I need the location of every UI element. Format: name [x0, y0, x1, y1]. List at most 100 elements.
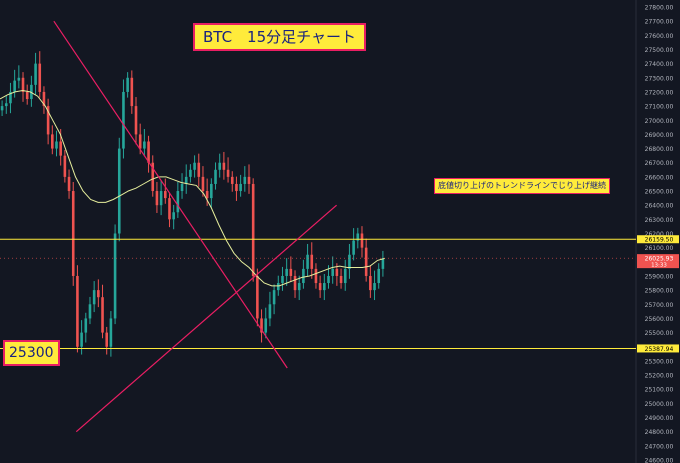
price-tick-label: 25300.00 — [645, 358, 674, 365]
candle-body — [0, 106, 4, 111]
moving-average-line — [0, 89, 386, 287]
candle-body — [306, 254, 309, 269]
price-tick-label: 25600.00 — [645, 316, 674, 323]
candle-body — [168, 198, 171, 220]
price-tick-label: 26700.00 — [645, 160, 674, 167]
price-tick-label: 25000.00 — [645, 401, 674, 408]
price-tick-label: 25500.00 — [645, 330, 674, 337]
candle-body — [256, 275, 259, 319]
price-tick-label: 26800.00 — [645, 146, 674, 153]
candle-body — [352, 240, 355, 255]
candle-body — [268, 304, 272, 319]
candle-body — [113, 233, 117, 319]
price-tick-label: 27600.00 — [645, 33, 674, 40]
candle-body — [264, 318, 268, 333]
price-tick-label: 24800.00 — [645, 429, 674, 436]
candle-body — [247, 176, 251, 184]
price-tag-box — [637, 254, 679, 269]
candle-body — [318, 283, 322, 291]
price-candles — [0, 51, 385, 357]
candle-body — [348, 254, 351, 269]
price-tick-label: 27000.00 — [645, 118, 674, 125]
candle-body — [147, 141, 150, 163]
candle-body — [302, 268, 305, 284]
candle-body — [243, 176, 247, 184]
price-tick-label: 26400.00 — [645, 203, 674, 210]
price-tick-label: 27400.00 — [645, 61, 674, 68]
candle-body — [42, 91, 46, 107]
price-tick-label: 27100.00 — [645, 104, 674, 111]
candle-body — [184, 176, 188, 184]
candle-body — [314, 268, 318, 284]
candle-body — [59, 141, 62, 156]
horizontal-levels — [0, 238, 636, 349]
candle-body — [331, 268, 334, 276]
candle-body — [293, 275, 297, 291]
trendline-annotation: 底値切り上げのトレンドラインでじり上げ継続 — [434, 178, 610, 194]
candle-body — [34, 63, 37, 85]
price-tag-countdown: 13:33 — [651, 263, 667, 269]
candle-body — [335, 268, 339, 276]
candle-body — [88, 304, 92, 319]
candle-body — [67, 176, 71, 192]
candle-body — [210, 183, 213, 199]
candle-body — [130, 77, 134, 107]
candle-body — [364, 247, 368, 276]
chart-title: BTC 15分足チャート — [193, 23, 366, 51]
trend-line — [75, 204, 337, 433]
candle-body — [21, 77, 25, 92]
candle-body — [80, 332, 83, 347]
price-tick-label: 25900.00 — [645, 273, 674, 280]
candle-body — [201, 176, 205, 192]
price-tick-label: 26900.00 — [645, 132, 674, 139]
candle-body — [197, 162, 201, 177]
candle-body — [63, 155, 67, 177]
candle-body — [289, 268, 293, 276]
price-tick-label: 26600.00 — [645, 174, 674, 181]
candle-body — [230, 176, 234, 184]
price-tick-label: 25700.00 — [645, 302, 674, 309]
price-tick-label: 24700.00 — [645, 443, 674, 450]
candle-body — [105, 332, 109, 347]
price-tick-label: 25100.00 — [645, 387, 674, 394]
candle-body — [38, 63, 42, 92]
candle-body — [155, 191, 159, 206]
price-tick-label: 27500.00 — [645, 47, 674, 54]
candle-body — [235, 183, 238, 192]
trend-line — [53, 20, 288, 369]
candle-body — [134, 106, 138, 135]
candle-body — [122, 91, 125, 149]
candle-body — [92, 290, 96, 305]
candle-body — [30, 84, 33, 100]
candle-body — [260, 318, 263, 333]
candle-body — [214, 169, 217, 184]
candle-body — [310, 254, 314, 269]
candle-body — [4, 103, 8, 107]
candle-body — [239, 183, 242, 192]
candle-body — [180, 183, 184, 192]
support-level-label: 25300 — [3, 340, 60, 366]
candle-body — [226, 169, 230, 177]
candle-body — [176, 191, 180, 213]
candle-body — [377, 268, 381, 284]
candle-body — [51, 134, 54, 149]
candle-body — [46, 106, 50, 135]
candle-body — [323, 283, 326, 291]
candle-body — [109, 318, 113, 347]
candle-body — [251, 183, 255, 276]
candle-body — [285, 268, 288, 276]
price-tick-label: 24900.00 — [645, 415, 674, 422]
candle-body — [71, 191, 75, 276]
candle-body — [151, 162, 155, 192]
price-tag-value: 25387.94 — [645, 346, 674, 353]
candle-body — [373, 283, 376, 291]
candle-body — [13, 80, 16, 92]
price-tag-box — [637, 344, 679, 353]
candle-body — [17, 77, 21, 81]
candle-body — [25, 91, 29, 100]
price-tick-label: 27800.00 — [645, 5, 674, 12]
price-tick-label: 26100.00 — [645, 245, 674, 252]
